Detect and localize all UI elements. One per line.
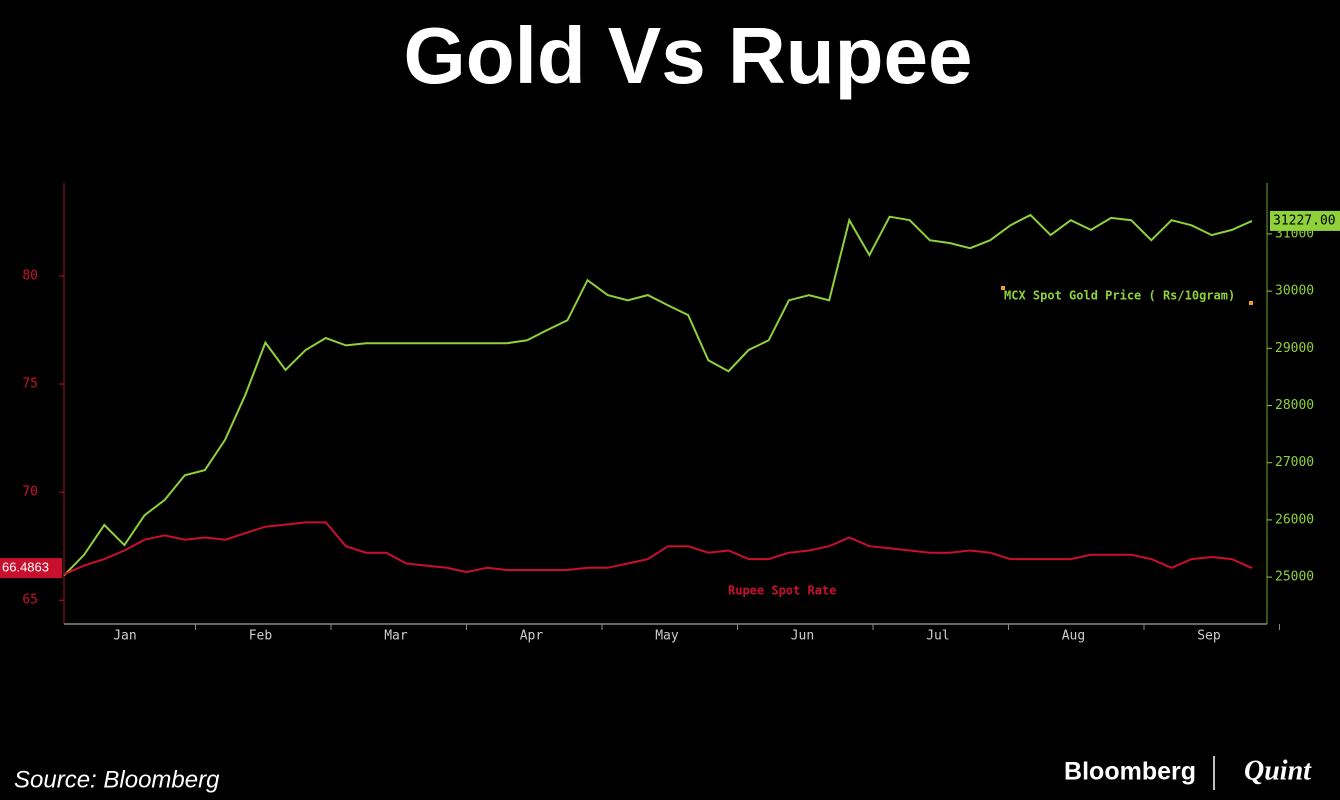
y-tick-label: 65 [22,593,38,608]
chart-title: Gold Vs Rupee [404,11,973,100]
x-tick-label: Sep [1197,629,1221,644]
x-tick-label: Jun [791,629,814,644]
y2-tick-label: 30000 [1275,284,1314,299]
x-tick-label: May [655,629,679,644]
y2-tick-label: 25000 [1275,570,1314,585]
x-tick-label: Feb [249,629,273,644]
last-value-tag [0,558,62,579]
brand-logo: Bloomberg [1064,758,1196,786]
y2-tick-label: 27000 [1275,455,1314,470]
y-tick-label: 80 [22,268,38,283]
brand-logo: Quint [1244,755,1312,786]
last-value-label: 66.4863 [2,560,49,575]
last-value-tag [1270,210,1340,231]
series-line [63,521,1253,576]
y2-tick-label: 29000 [1275,341,1314,356]
x-tick-label: Jan [113,629,136,644]
x-tick-label: Apr [520,629,544,644]
y2-tick-label: 28000 [1275,398,1314,413]
legend-marker [1249,301,1253,305]
x-tick-label: Jul [926,629,949,644]
legend-label: MCX Spot Gold Price ( Rs/10gram) [1004,289,1235,303]
x-tick-label: Mar [384,629,408,644]
x-tick-label: Aug [1062,629,1085,644]
legend-marker [1001,286,1005,290]
series-line [63,213,1253,577]
y-tick-label: 70 [22,485,38,500]
source-note: Source: Bloomberg [14,766,220,793]
y-tick-label: 75 [22,377,38,392]
legend-label: Rupee Spot Rate [728,584,836,598]
last-value-label: 31227.00 [1273,213,1336,228]
y2-tick-label: 26000 [1275,512,1314,527]
